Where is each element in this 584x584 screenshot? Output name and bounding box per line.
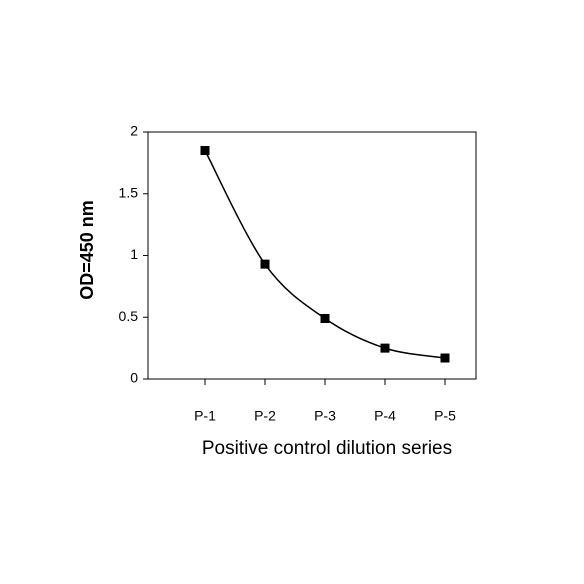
- x-tick-label: P-2: [254, 408, 276, 424]
- x-tick-label: P-5: [434, 408, 456, 424]
- y-tick-label: 1: [130, 246, 138, 262]
- data-point: [440, 353, 450, 363]
- y-tick-label: 0: [130, 370, 138, 386]
- x-tick-label: P-4: [374, 408, 396, 424]
- data-point: [320, 313, 330, 323]
- y-tick-label: 0.5: [119, 308, 139, 324]
- y-tick-label: 1.5: [119, 184, 139, 200]
- y-tick-label: 2: [130, 123, 138, 139]
- x-axis-title: Positive control dilution series: [202, 438, 452, 459]
- x-tick-label: P-3: [314, 408, 336, 424]
- data-point: [380, 343, 390, 353]
- x-tick-label: P-1: [194, 408, 216, 424]
- y-axis-title: OD=450 nm: [77, 200, 97, 300]
- plot-frame: [147, 131, 477, 380]
- data-line: [204, 150, 446, 359]
- data-point: [260, 259, 270, 269]
- data-point: [200, 146, 210, 156]
